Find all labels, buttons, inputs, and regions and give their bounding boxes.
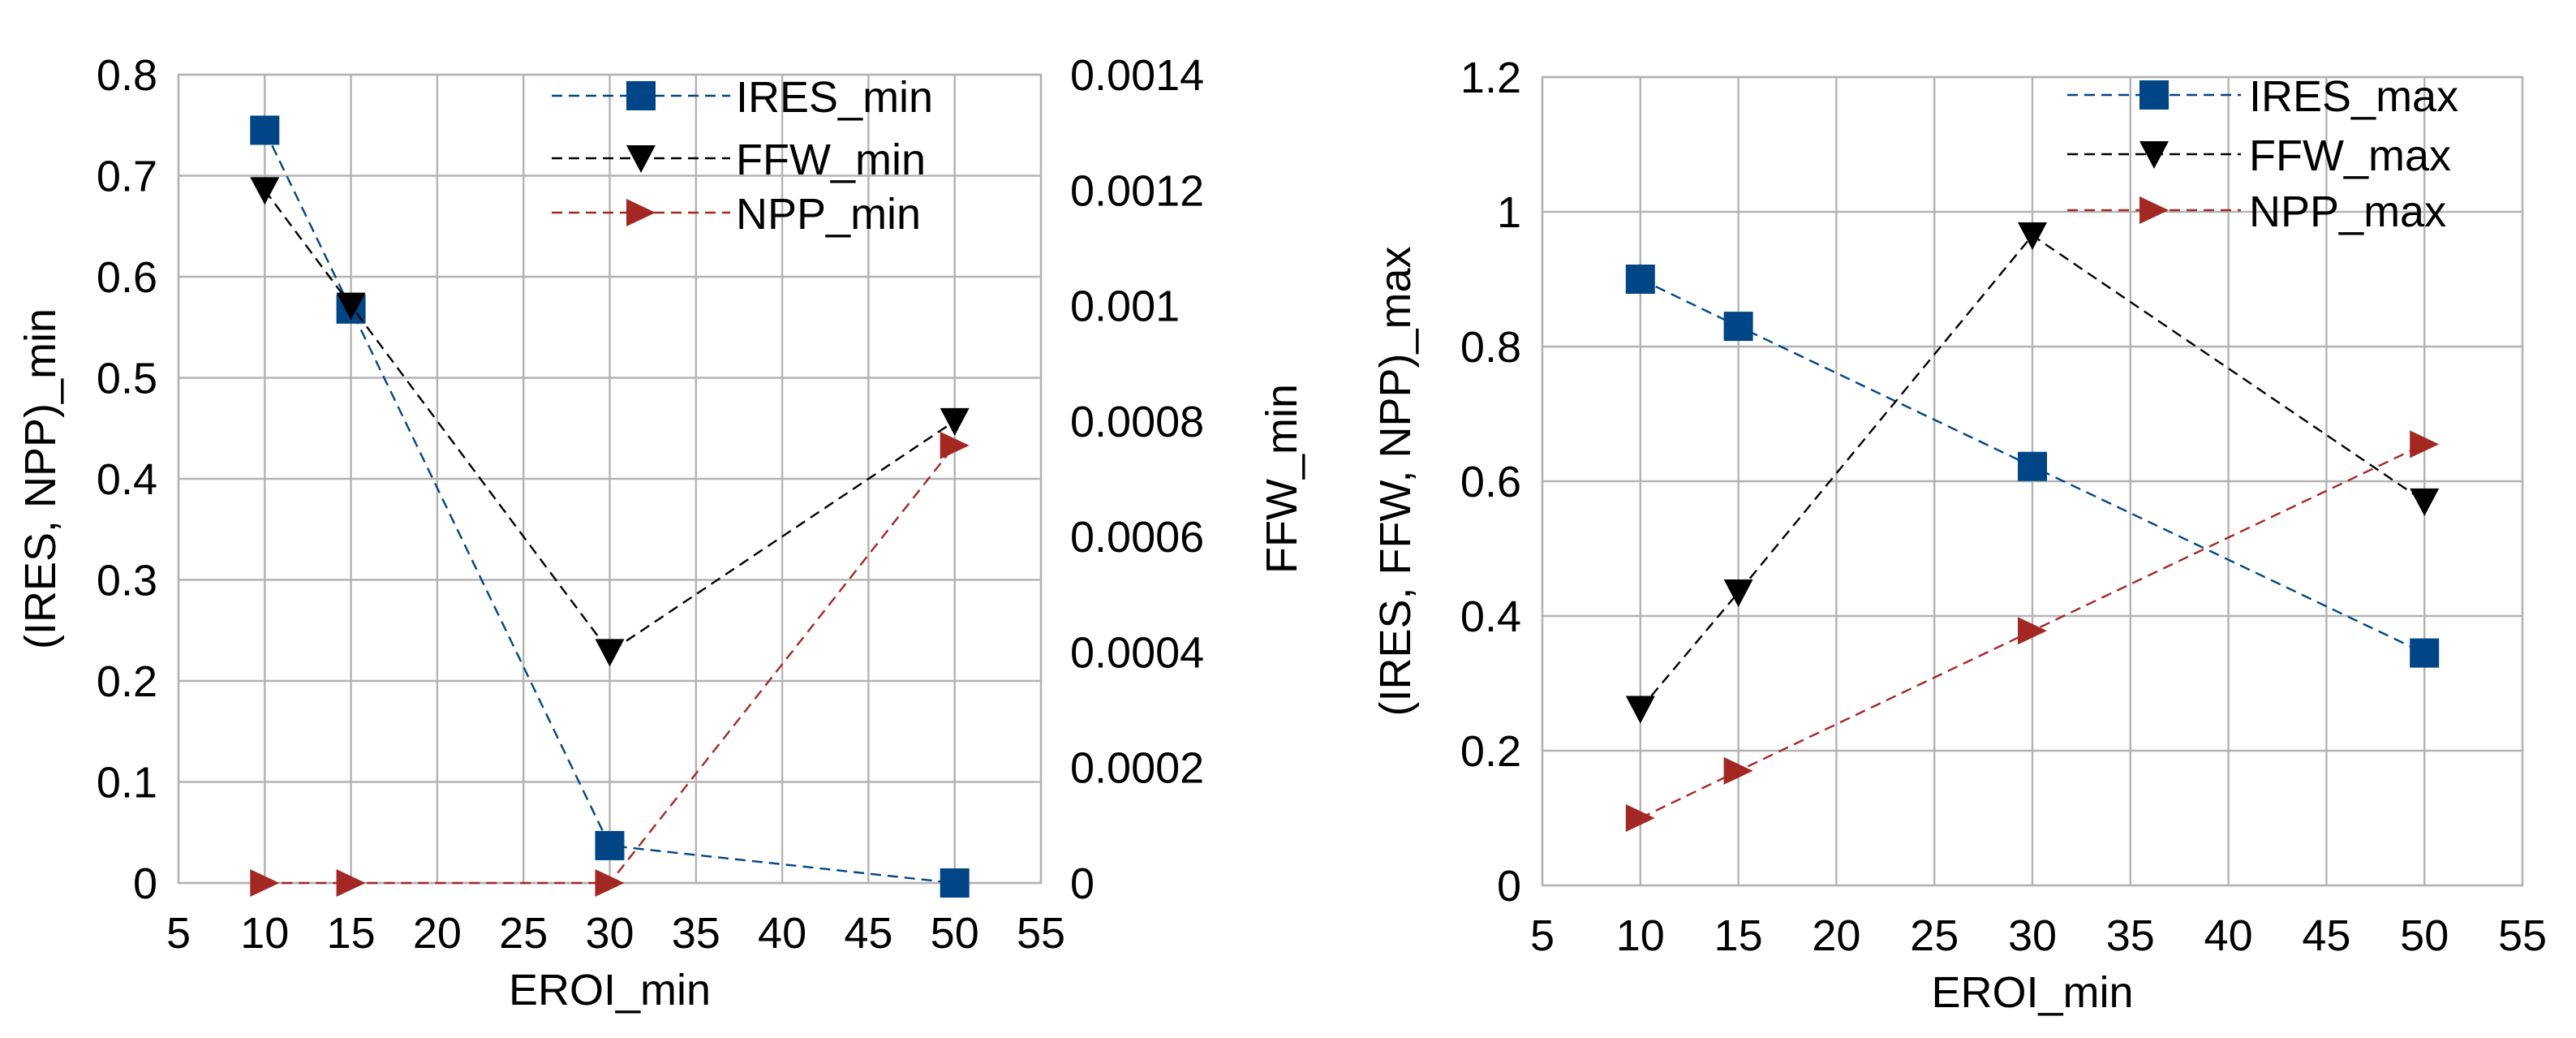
- data-point-FFW_max: [1723, 579, 1753, 607]
- data-point-FFW_min: [595, 639, 625, 667]
- data-point-FFW_min: [336, 292, 366, 321]
- x-tick-label: 25: [1910, 911, 1959, 960]
- y-tick-label: 0.6: [97, 253, 157, 302]
- y2-tick-label: 0.0008: [1070, 398, 1204, 446]
- legend-label-NPP_min: NPP_min: [736, 190, 921, 239]
- y-tick-label: 0.7: [97, 153, 157, 201]
- y-tick-label: 0.2: [97, 657, 157, 706]
- y-tick-label: 0.6: [1460, 458, 1521, 506]
- series-line-FFW_min: [264, 189, 956, 654]
- y-tick-label: 1.2: [1460, 54, 1521, 102]
- x-tick-label: 30: [2008, 911, 2057, 960]
- x-axis-title: EROI_min: [509, 966, 711, 1014]
- y-axis-title: (IRES, FFW, NPP)_max: [1371, 246, 1420, 716]
- y2-tick-label: 0.001: [1070, 282, 1180, 331]
- x-tick-label: 15: [1714, 911, 1763, 960]
- legend-marker-IRES_max: [2139, 80, 2169, 110]
- y2-tick-label: 0: [1070, 859, 1094, 908]
- data-point-FFW_max: [2410, 488, 2440, 516]
- plot-frame: [1541, 75, 2524, 887]
- data-point-NPP_min: [250, 869, 280, 897]
- x-tick-label: 10: [1616, 911, 1665, 960]
- legend-label-IRES_max: IRES_max: [2249, 72, 2458, 121]
- x-tick-label: 45: [2302, 911, 2350, 960]
- y-tick-label: 0.8: [1460, 323, 1521, 372]
- y-axis-title: (IRES, NPP)_min: [16, 308, 65, 649]
- x-tick-label: 50: [931, 909, 979, 958]
- x-tick-label: 5: [166, 909, 191, 958]
- data-point-NPP_min: [940, 431, 970, 459]
- legend-label-NPP_max: NPP_max: [2249, 187, 2446, 236]
- data-point-NPP_max: [1723, 756, 1753, 785]
- data-point-NPP_min: [595, 869, 625, 897]
- x-tick-label: 15: [327, 909, 376, 958]
- y-tick-label: 0.3: [97, 557, 157, 605]
- x-tick-label: 35: [672, 909, 720, 958]
- legend-marker-NPP_min: [626, 199, 656, 226]
- chart-right: 0 0.2 0.4 0.6 0.8 1 1.2 5 10 15 20 25 30 35 40 45 50 55 ER…: [1371, 54, 2547, 1017]
- data-point-FFW_max: [2018, 222, 2047, 251]
- y-tick-label: 0: [133, 859, 157, 908]
- x-tick-label: 55: [2498, 911, 2547, 960]
- y-tick-label: 0.1: [97, 759, 157, 808]
- y2-tick-label: 0.0002: [1070, 744, 1204, 793]
- legend-label-FFW_min: FFW_min: [736, 136, 926, 184]
- data-point-IRES_min: [940, 868, 970, 898]
- data-point-IRES_max: [2410, 638, 2440, 668]
- data-point-NPP_max: [2018, 617, 2047, 645]
- x-tick-label: 30: [585, 909, 634, 958]
- x-tick-label: 40: [758, 909, 806, 958]
- series-line-NPP_min: [264, 445, 956, 885]
- x-tick-label: 5: [1530, 911, 1555, 960]
- x-tick-label: 40: [2204, 911, 2253, 960]
- legend-label-FFW_max: FFW_max: [2249, 131, 2451, 180]
- data-point-FFW_min: [250, 177, 280, 205]
- x-tick-label: 20: [1812, 911, 1860, 960]
- legend-marker-NPP_max: [2139, 196, 2169, 224]
- y2-tick-label: 0.0006: [1070, 513, 1204, 562]
- x-tick-label: 20: [413, 909, 462, 958]
- legend-marker-IRES_min: [626, 81, 656, 110]
- y2-axis-title: FFW_min: [1258, 384, 1306, 574]
- data-point-NPP_max: [2410, 430, 2440, 459]
- x-tick-label: 55: [1017, 909, 1065, 958]
- x-tick-label: 25: [499, 909, 548, 958]
- data-point-NPP_max: [1625, 804, 1655, 832]
- x-tick-label: 35: [2106, 911, 2155, 960]
- data-point-IRES_min: [595, 830, 625, 860]
- y2-tick-label: 0.0004: [1070, 628, 1204, 677]
- y-tick-label: 0.4: [97, 455, 157, 504]
- y2-tick-label: 0.0014: [1070, 51, 1204, 100]
- x-tick-label: 45: [844, 909, 892, 958]
- data-point-IRES_max: [2018, 451, 2047, 481]
- series-line-IRES_max: [1640, 278, 2425, 654]
- y-tick-label: 0.5: [97, 355, 157, 403]
- y-tick-label: 0.8: [97, 51, 157, 100]
- x-tick-label: 10: [240, 909, 289, 958]
- series-line-NPP_max: [1640, 443, 2425, 820]
- x-tick-label: 50: [2400, 911, 2449, 960]
- x-axis-title: EROI_min: [1931, 968, 2133, 1017]
- data-point-NPP_min: [336, 869, 366, 897]
- series-line-FFW_max: [1639, 234, 2425, 710]
- y-tick-label: 0: [1497, 862, 1521, 911]
- data-point-IRES_min: [250, 115, 280, 145]
- data-point-IRES_max: [1723, 312, 1753, 342]
- legend-label-IRES_min: IRES_min: [736, 73, 933, 122]
- data-point-FFW_max: [1625, 696, 1655, 724]
- y-tick-label: 1: [1497, 188, 1521, 237]
- legend-marker-FFW_max: [2139, 141, 2169, 169]
- series-line-IRES_min: [264, 129, 955, 885]
- legend-marker-FFW_min: [626, 145, 656, 173]
- y-tick-label: 0.4: [1460, 592, 1521, 641]
- data-point-FFW_min: [940, 407, 970, 436]
- data-point-IRES_max: [1625, 265, 1655, 294]
- y-tick-label: 0.2: [1460, 727, 1521, 776]
- chart-left: 0 0.1 0.2 0.3 0.4 0.5 0.6 0.7 0.8 5 10 15 20 25 30 35 40…: [16, 51, 1306, 1014]
- y2-tick-label: 0.0012: [1070, 166, 1204, 215]
